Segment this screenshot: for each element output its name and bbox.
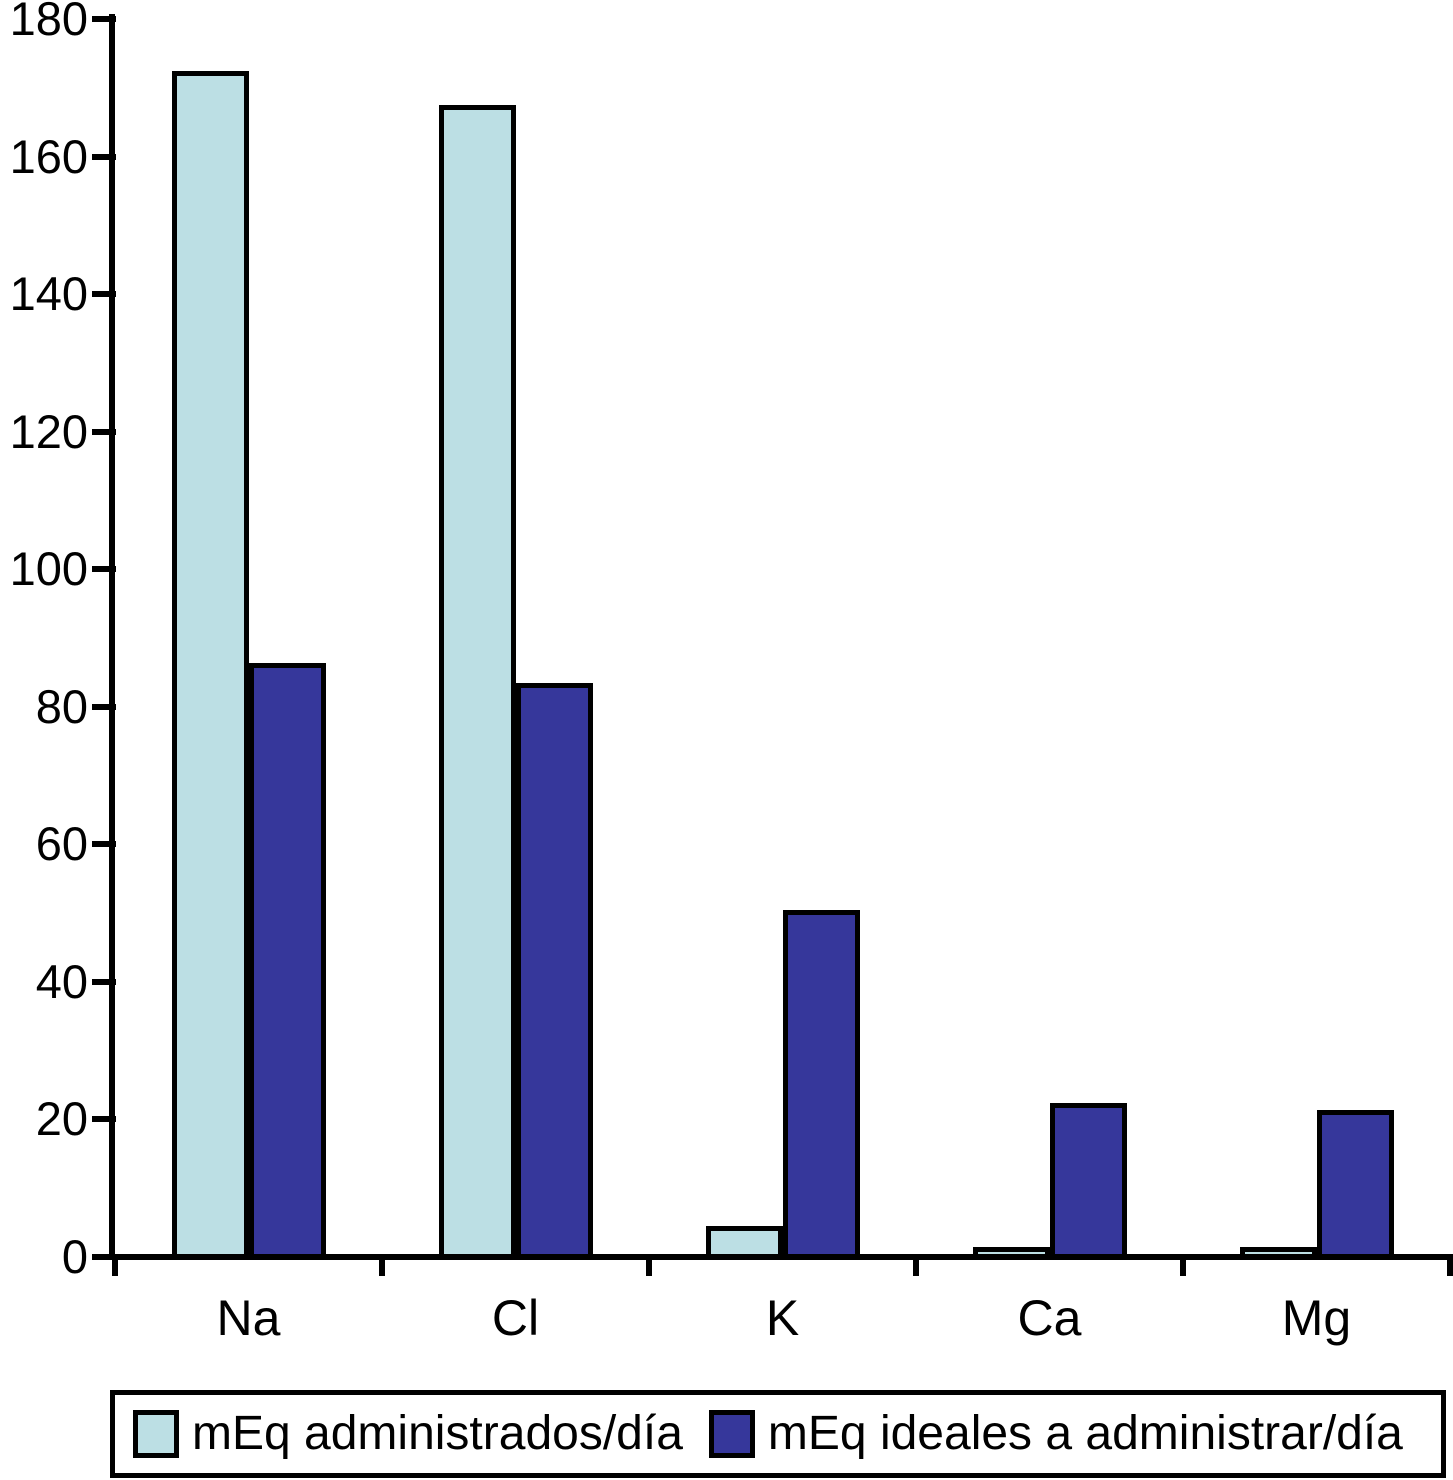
y-tick-label-0: 0 [61, 1230, 88, 1283]
y-tick-60 [92, 841, 116, 848]
y-tick-100 [92, 566, 116, 573]
legend-item-series2: mEq ideales a administrar/día [708, 1407, 1403, 1460]
x-category-label-cl: Cl [491, 1290, 540, 1346]
x-category-label-mg: Mg [1281, 1290, 1352, 1346]
y-tick-label-180: 180 [9, 0, 88, 45]
y-tick-20 [92, 1116, 116, 1123]
x-tick-2 [646, 1254, 652, 1276]
bar-na-series2 [248, 662, 326, 1260]
legend-swatch-icon [133, 1410, 179, 1458]
y-tick-0 [92, 1254, 116, 1260]
y-tick-80 [92, 703, 116, 710]
y-tick-160 [92, 153, 116, 160]
legend-label-series2: mEq ideales a administrar/día [767, 1407, 1403, 1460]
y-tick-label-120: 120 [9, 404, 88, 458]
legend-item-series1: mEq administrados/día [133, 1410, 683, 1458]
bar-na-series1 [171, 71, 249, 1260]
x-tick-4 [1180, 1254, 1186, 1276]
y-tick-140 [92, 291, 116, 298]
y-tick-120 [92, 428, 116, 435]
legend-swatch-icon [708, 1410, 755, 1458]
bar-ca-series2 [1049, 1102, 1127, 1260]
y-tick-40 [92, 978, 116, 985]
x-tick-1 [379, 1254, 385, 1276]
y-tick-label-100: 100 [9, 542, 88, 596]
x-tick-5 [1447, 1254, 1453, 1276]
y-tick-label-40: 40 [35, 954, 88, 1008]
legend-box: mEq administrados/día mEq ideales a admin… [110, 1390, 1446, 1478]
x-tick-0 [112, 1254, 118, 1276]
x-category-label-na: Na [216, 1290, 281, 1346]
x-category-label-ca: Ca [1017, 1290, 1082, 1346]
x-category-label-k: K [765, 1290, 800, 1346]
y-tick-label-140: 140 [9, 267, 88, 321]
bar-mg-series2 [1316, 1109, 1394, 1260]
y-tick-label-20: 20 [35, 1092, 88, 1146]
x-axis-line [109, 1254, 1453, 1260]
y-tick-label-160: 160 [9, 129, 88, 183]
bar-cl-series2 [515, 683, 593, 1260]
y-tick-180 [92, 16, 116, 22]
bar-cl-series1 [438, 105, 516, 1260]
legend-label-series1: mEq administrados/día [192, 1407, 683, 1460]
bar-k-series2 [782, 910, 860, 1260]
x-tick-3 [913, 1254, 919, 1276]
y-tick-label-80: 80 [35, 679, 88, 733]
y-tick-label-60: 60 [35, 817, 88, 871]
y-axis-line [109, 14, 115, 1260]
